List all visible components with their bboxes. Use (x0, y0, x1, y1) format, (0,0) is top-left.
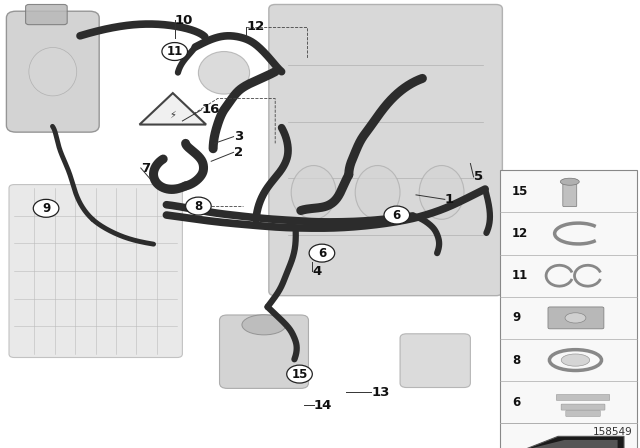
Text: 8: 8 (512, 353, 520, 366)
Text: 2: 2 (234, 146, 243, 159)
FancyBboxPatch shape (566, 410, 600, 417)
Polygon shape (140, 93, 206, 125)
Text: 10: 10 (175, 13, 193, 27)
FancyBboxPatch shape (269, 4, 502, 296)
FancyBboxPatch shape (220, 315, 308, 388)
FancyBboxPatch shape (563, 179, 577, 207)
Text: 16: 16 (202, 103, 220, 116)
FancyBboxPatch shape (6, 11, 99, 132)
Ellipse shape (29, 47, 77, 96)
FancyBboxPatch shape (9, 185, 182, 358)
Text: 1: 1 (445, 193, 454, 206)
Text: 6: 6 (393, 208, 401, 222)
Text: 15: 15 (291, 367, 308, 381)
Circle shape (162, 43, 188, 60)
Ellipse shape (242, 314, 286, 335)
Ellipse shape (560, 178, 579, 185)
Ellipse shape (198, 52, 250, 94)
Text: 12: 12 (512, 227, 528, 240)
Ellipse shape (291, 166, 336, 220)
FancyBboxPatch shape (556, 394, 610, 401)
Text: 11: 11 (512, 269, 528, 282)
Text: 158549: 158549 (593, 427, 632, 437)
Text: 15: 15 (512, 185, 529, 198)
FancyBboxPatch shape (400, 334, 470, 388)
Ellipse shape (355, 166, 400, 220)
Ellipse shape (565, 313, 586, 323)
Text: 8: 8 (195, 199, 202, 213)
Text: 6: 6 (318, 246, 326, 260)
Text: 13: 13 (371, 385, 390, 399)
Bar (500, 170, 637, 448)
Polygon shape (532, 440, 618, 448)
Text: 11: 11 (166, 45, 183, 58)
Text: 9: 9 (42, 202, 50, 215)
Circle shape (309, 244, 335, 262)
Polygon shape (526, 436, 624, 448)
FancyBboxPatch shape (561, 404, 605, 410)
Text: 7: 7 (141, 161, 150, 175)
FancyBboxPatch shape (26, 4, 67, 25)
Circle shape (33, 199, 59, 217)
Text: 14: 14 (314, 399, 332, 412)
Circle shape (186, 197, 211, 215)
Ellipse shape (419, 166, 464, 220)
Circle shape (287, 365, 312, 383)
FancyBboxPatch shape (548, 307, 604, 329)
Circle shape (384, 206, 410, 224)
Ellipse shape (561, 354, 589, 366)
Text: ⚡: ⚡ (170, 110, 176, 120)
Text: 5: 5 (474, 170, 483, 184)
Text: 12: 12 (246, 20, 265, 34)
Text: 6: 6 (512, 396, 520, 409)
Text: 9: 9 (512, 311, 520, 324)
Text: 4: 4 (312, 264, 321, 278)
Text: 3: 3 (234, 130, 243, 143)
